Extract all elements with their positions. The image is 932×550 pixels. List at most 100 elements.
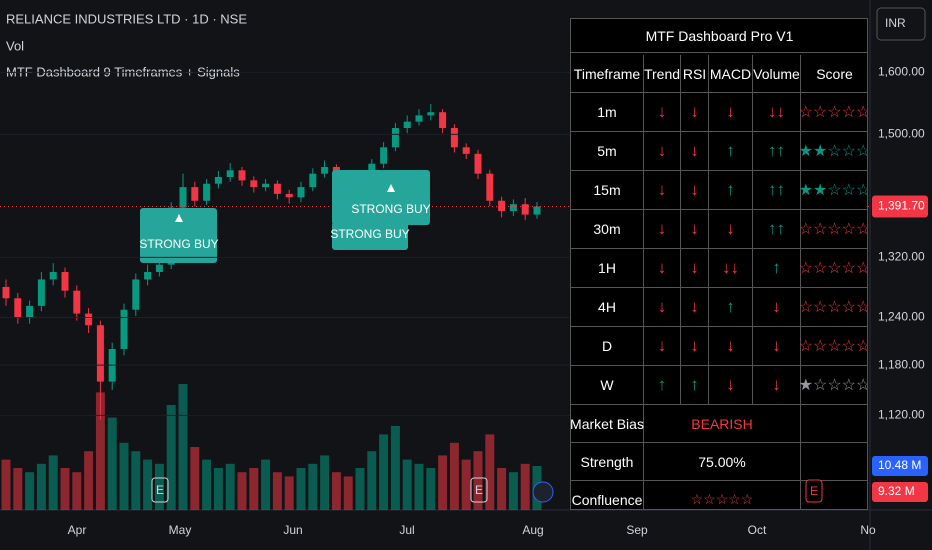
candle-body [427, 112, 435, 116]
volume-bar [60, 468, 70, 510]
table-cell: ↓ [753, 288, 801, 327]
candle-body [533, 206, 541, 215]
table-cell: RSI [681, 55, 709, 93]
table-cell: ↑ [709, 132, 753, 171]
candle-body [14, 298, 22, 318]
table-cell: Score [801, 55, 867, 93]
volume-bar [131, 451, 141, 510]
table-cell: ↓ [709, 93, 753, 132]
volume-bar [343, 476, 353, 510]
volume-bar [296, 468, 306, 510]
candle-body [155, 264, 163, 273]
table-cell: ↓ [753, 327, 801, 366]
table-cell: ★☆☆☆☆ [799, 366, 867, 405]
table-cell: MACD [709, 55, 753, 93]
table-cell: ↓↓ [709, 249, 753, 288]
table-cell: ↓ [681, 249, 709, 288]
volume-bar [438, 455, 448, 510]
candle-body [474, 153, 482, 174]
x-tick-label: Sep [626, 523, 648, 537]
signal-box [332, 222, 408, 250]
currency-box[interactable] [876, 7, 926, 41]
candle-body [85, 313, 93, 326]
volume-bar [1, 459, 11, 510]
table-cell: 15m [571, 171, 644, 210]
signal-label: STRONG BUY [330, 227, 409, 241]
table-cell: ↑ [681, 366, 709, 405]
table-cell: ↓ [644, 327, 681, 366]
y-tick-label: 1,600.00 [878, 65, 925, 79]
table-cell: ↑ [753, 249, 801, 288]
table-cell: ↓ [644, 288, 681, 327]
table-cell: ☆☆☆☆☆ [644, 481, 801, 509]
volume-label-box [872, 482, 928, 502]
table-cell: ☆☆☆☆☆ [799, 327, 867, 366]
candle-body [238, 170, 246, 181]
volume-bar [166, 405, 176, 510]
candle-body [462, 147, 470, 154]
x-tick-label: May [169, 523, 192, 537]
volume-bar [213, 468, 223, 510]
candle-body [309, 173, 317, 188]
table-cell [801, 481, 867, 509]
table-cell: 30m [571, 210, 644, 249]
event-icon-text[interactable]: E [156, 483, 164, 497]
candle-body [49, 272, 57, 280]
volume-bar [320, 455, 330, 510]
candle-body [486, 173, 494, 201]
candle-body [144, 272, 152, 280]
lightning-icon[interactable] [532, 481, 554, 503]
candle-body [132, 279, 140, 310]
table-cell: Market Bias [571, 405, 644, 443]
currency[interactable]: INR [885, 16, 906, 30]
candle-body [521, 204, 529, 215]
dashboard: MTF Dashboard Pro V1 Timeframe Trend RSI MAC… [570, 18, 868, 510]
y-tick-label: 1,500.00 [878, 127, 925, 141]
candle-body [203, 183, 211, 201]
table-cell: ★★☆☆☆ [799, 132, 867, 171]
y-tick-label: 1,320.00 [878, 250, 925, 264]
table-cell: ☆☆☆☆☆ [799, 249, 867, 288]
table-cell: Confluence [571, 481, 644, 509]
candle-body [380, 147, 388, 164]
table-cell: Trend [644, 55, 681, 93]
volume-bar [331, 472, 341, 510]
table-cell: 4H [571, 288, 644, 327]
volume-bar [25, 472, 35, 510]
candle-body [262, 183, 270, 188]
candle-body [321, 167, 329, 174]
volume-bar [308, 463, 318, 510]
table-cell: ↓ [644, 132, 681, 171]
volume-bar [272, 472, 282, 510]
table-cell: ↓ [644, 171, 681, 210]
table-cell: ↑↑ [753, 210, 801, 249]
signal-box [140, 208, 217, 263]
volume-bar [520, 463, 530, 510]
table-cell: ↑ [709, 288, 753, 327]
table-cell: ↓ [681, 132, 709, 171]
volume-bar [402, 459, 412, 510]
table-cell: ↓ [644, 249, 681, 288]
candle-body [2, 286, 10, 299]
volume-bar [202, 459, 212, 510]
x-tick-label: Oct [748, 523, 767, 537]
table-cell: ↓ [709, 210, 753, 249]
x-tick-label: Jun [283, 523, 302, 537]
y-tick-label: 1,240.00 [878, 310, 925, 324]
volume-bar [426, 468, 436, 510]
volume-bar [508, 472, 518, 510]
event-icon-text[interactable]: E [475, 483, 483, 497]
table-cell: W [571, 366, 644, 405]
event-icon[interactable] [470, 477, 488, 503]
table-cell: 1m [571, 93, 644, 132]
table-cell: ↓ [644, 93, 681, 132]
volume-bar [119, 442, 129, 510]
candle-body [498, 200, 506, 212]
event-icon[interactable] [151, 477, 169, 503]
table-cell: Strength [571, 443, 644, 481]
volume-bar [497, 468, 507, 510]
last-price-box [872, 195, 928, 218]
candle-body [285, 193, 293, 198]
volume-bar [355, 468, 365, 510]
table-cell: ↓ [644, 210, 681, 249]
